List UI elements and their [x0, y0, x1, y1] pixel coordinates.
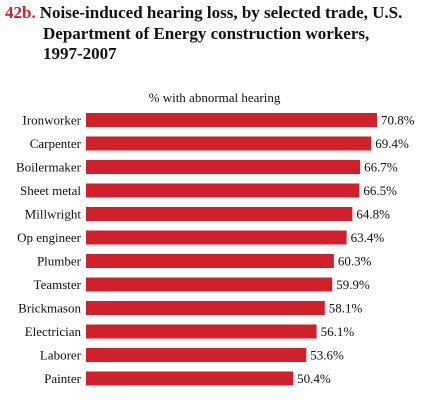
- value-label: 64.8%: [356, 207, 390, 222]
- category-label: Sheet metal: [20, 183, 81, 198]
- value-label: 60.3%: [338, 254, 372, 269]
- figure-title-text-1: Noise-induced hearing loss, by selected …: [39, 3, 403, 22]
- value-label: 50.4%: [297, 371, 331, 386]
- bar: [86, 113, 377, 127]
- bar: [86, 136, 372, 151]
- figure-title-block: 42b. Noise-induced hearing loss, by sele…: [5, 3, 425, 65]
- category-label: Electrician: [25, 324, 82, 339]
- bar: [86, 183, 360, 198]
- figure-number: 42b.: [5, 3, 36, 22]
- chart-subtitle: % with abnormal hearing: [148, 90, 281, 105]
- value-label: 70.8%: [381, 113, 415, 128]
- value-label: 69.4%: [375, 136, 409, 151]
- figure-title-line-1: 42b. Noise-induced hearing loss, by sele…: [5, 3, 425, 24]
- category-label: Carpenter: [30, 136, 82, 151]
- bar: [86, 324, 317, 339]
- figure-title-line-3: 1997-2007: [43, 44, 117, 63]
- category-label: Boilermaker: [16, 160, 82, 175]
- category-label: Painter: [44, 371, 81, 386]
- value-label: 56.1%: [321, 324, 355, 339]
- bar: [86, 348, 307, 362]
- bar: [86, 254, 334, 268]
- bar: [86, 230, 347, 245]
- category-label: Ironworker: [23, 113, 82, 128]
- bar: [86, 160, 361, 174]
- value-label: 63.4%: [351, 230, 385, 245]
- value-label: 58.1%: [329, 301, 363, 316]
- value-label: 53.6%: [310, 348, 344, 363]
- category-label: Plumber: [37, 254, 82, 269]
- value-label: 59.9%: [336, 277, 370, 292]
- category-label: Teamster: [34, 277, 82, 292]
- bar: [86, 371, 294, 386]
- category-label: Millwright: [25, 207, 82, 222]
- bar: [86, 277, 333, 292]
- value-label: 66.5%: [363, 183, 397, 198]
- bar: [86, 301, 325, 315]
- category-label: Op engineer: [17, 230, 82, 245]
- value-label: 66.7%: [364, 160, 398, 175]
- category-label: Brickmason: [18, 301, 81, 316]
- bar: [86, 207, 353, 221]
- category-label: Laborer: [40, 348, 82, 363]
- figure-title-line-2: Department of Energy construction worker…: [43, 23, 370, 43]
